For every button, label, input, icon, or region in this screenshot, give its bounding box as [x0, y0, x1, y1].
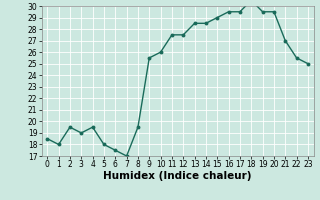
X-axis label: Humidex (Indice chaleur): Humidex (Indice chaleur): [103, 171, 252, 181]
